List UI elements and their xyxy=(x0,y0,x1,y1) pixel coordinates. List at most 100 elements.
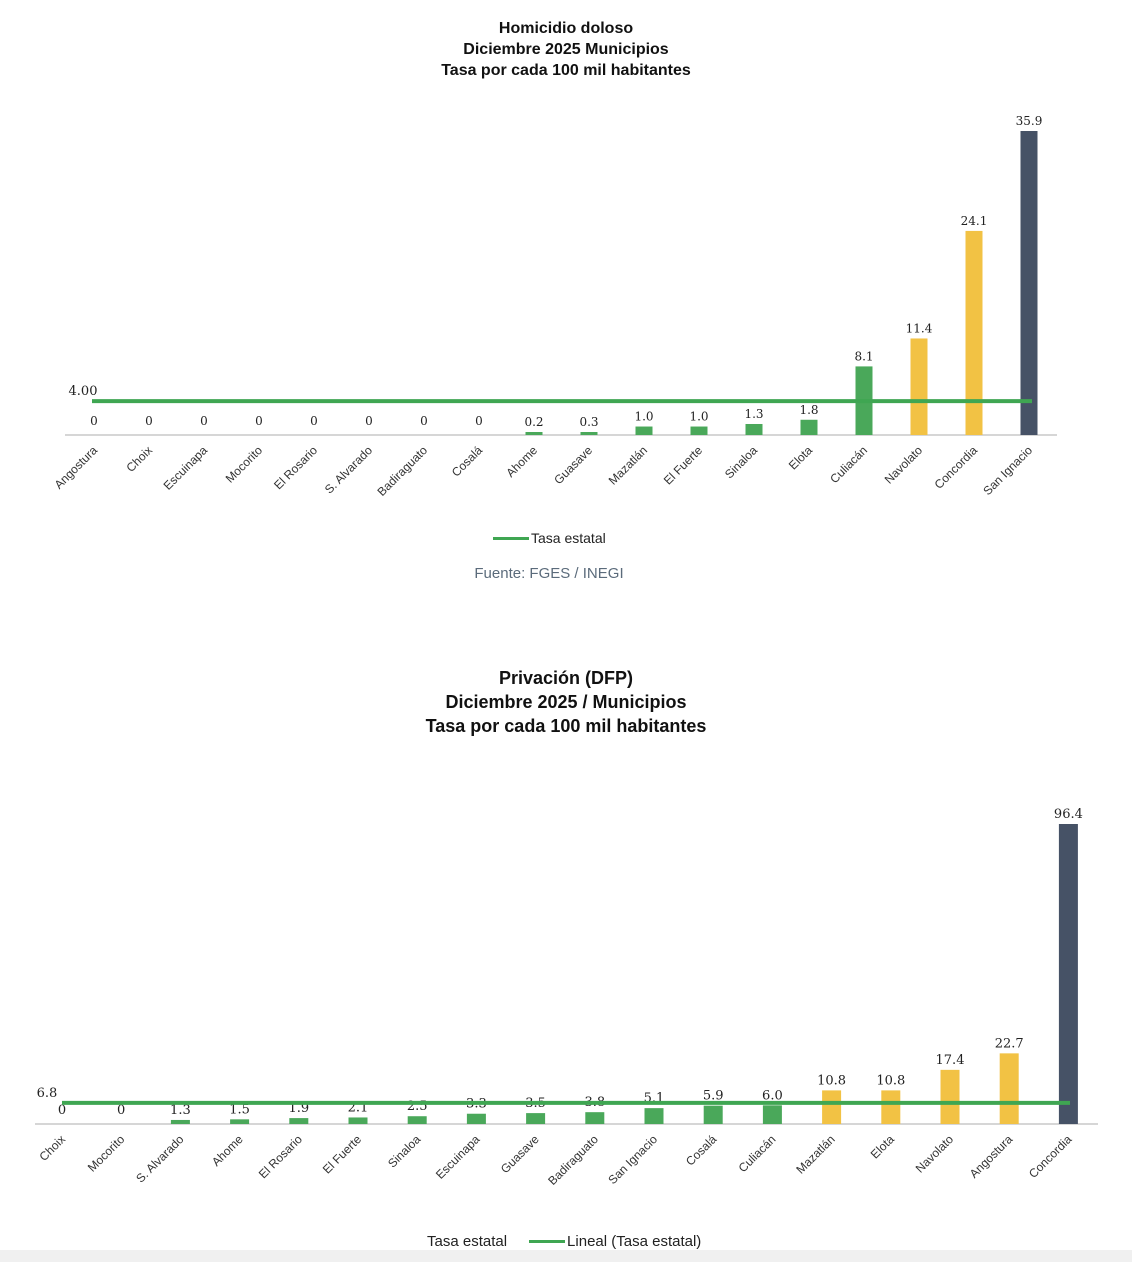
legend-line-swatch xyxy=(529,1240,566,1243)
chart1-title-line: Homicidio doloso xyxy=(498,20,634,37)
chart2-category-label: Culiacán xyxy=(736,1132,779,1175)
chart1-data-label: 1.3 xyxy=(744,407,763,421)
chart1-category-label: Concordia xyxy=(932,443,981,492)
chart2-category-label: San Ignacio xyxy=(605,1132,660,1187)
chart1-legend: Tasa estatal xyxy=(493,530,606,546)
chart2-bar xyxy=(348,1117,368,1124)
chart1-data-label: 0 xyxy=(145,414,153,428)
chart1-data-label: 0.2 xyxy=(524,415,543,429)
chart1-category-label: Elota xyxy=(786,443,815,472)
chart2-category-label: Guasave xyxy=(498,1132,542,1176)
chart2-bar xyxy=(822,1090,842,1124)
chart2-category-label: Cosalá xyxy=(683,1132,720,1169)
chart2-bar xyxy=(466,1113,486,1124)
chart2-category-label: Navolato xyxy=(913,1132,957,1176)
chart2-title: Privación (DFP) Diciembre 2025 / Municip… xyxy=(0,666,1132,738)
chart2-bar xyxy=(585,1112,605,1124)
chart2-bar xyxy=(289,1118,309,1124)
chart1-category-label: Guasave xyxy=(551,443,595,487)
chart2-category-label: Mocorito xyxy=(85,1132,128,1175)
chart1-category-label: Navolato xyxy=(882,443,926,487)
chart1-data-label: 1.0 xyxy=(634,410,653,424)
chart1-data-label: 0 xyxy=(200,414,208,428)
chart1-bar xyxy=(745,423,763,435)
chart2-bar xyxy=(940,1069,960,1124)
chart1-bar xyxy=(1020,131,1038,435)
chart2-bar xyxy=(407,1116,427,1124)
chart1-category-label: Escuinapa xyxy=(161,443,211,493)
chart1-category-label: S. Alvarado xyxy=(322,443,376,497)
chart1-data-label: 35.9 xyxy=(1016,114,1043,128)
chart2-bar xyxy=(881,1090,901,1124)
chart1-source: Fuente: FGES / INEGI xyxy=(474,565,624,582)
legend-line-swatch xyxy=(493,536,529,540)
legend-label: Lineal (Tasa estatal) xyxy=(567,1233,702,1250)
chart2-bar xyxy=(999,1053,1019,1124)
chart2-data-label: 10.8 xyxy=(876,1073,905,1088)
chart2-bar xyxy=(526,1113,546,1124)
chart1-category-label: Mazatlán xyxy=(606,443,650,487)
chart1-data-label: 0 xyxy=(90,414,98,428)
chart2-bar xyxy=(170,1119,190,1124)
chart2-category-label: El Fuerte xyxy=(320,1132,365,1177)
chart2-bar xyxy=(644,1108,664,1124)
chart1-category-label: Cosalá xyxy=(449,443,486,480)
chart1-title-line: Diciembre 2025 Municipios xyxy=(463,41,669,58)
chart2-category-label: Angostura xyxy=(967,1132,1016,1181)
chart1-category-label: Sinaloa xyxy=(722,443,760,481)
chart2-title-line: Privación (DFP) xyxy=(498,668,634,688)
chart2-reference-label: 6.8 xyxy=(37,1086,58,1101)
chart1-bar xyxy=(965,230,983,435)
footer-strip xyxy=(0,1250,1132,1262)
chart1-data-label: 24.1 xyxy=(961,214,988,228)
chart1-category-label: Badiraguato xyxy=(374,443,430,499)
chart1-data-label: 1.8 xyxy=(799,403,818,417)
chart1-reference-label: 4.00 xyxy=(69,384,98,399)
chart1-title-line: Tasa por cada 100 mil habitantes xyxy=(441,62,691,79)
chart1-data-label: 8.1 xyxy=(854,349,873,363)
chart1-category-label: Choix xyxy=(124,443,156,475)
chart1-bar xyxy=(635,426,653,435)
chart1-bar xyxy=(580,432,598,435)
chart2-data-label: 10.8 xyxy=(817,1073,846,1088)
chart2-category-label: Badiraguato xyxy=(545,1132,601,1188)
chart1-category-label: San Ignacio xyxy=(980,443,1035,498)
chart2-data-label: 1.3 xyxy=(170,1103,191,1118)
chart2-category-label: Concordia xyxy=(1026,1132,1075,1181)
chart2-data-label: 0 xyxy=(58,1103,66,1118)
chart2-category-label: Escuinapa xyxy=(433,1132,483,1182)
chart2-bar xyxy=(762,1105,782,1124)
chart1-bar xyxy=(525,432,543,435)
chart2-bar xyxy=(230,1119,250,1124)
chart2-title-line: Diciembre 2025 / Municipios xyxy=(445,692,687,712)
chart2-data-label: 96.4 xyxy=(1054,807,1083,822)
chart1-data-label: 0 xyxy=(255,414,263,428)
chart1-data-label: 0 xyxy=(310,414,318,428)
chart2-data-label: 0 xyxy=(117,1103,125,1118)
chart2-category-label: El Rosario xyxy=(256,1132,305,1181)
chart1-data-label: 0 xyxy=(365,414,373,428)
chart2-title-line: Tasa por cada 100 mil habitantes xyxy=(425,716,707,736)
chart1-category-label: El Rosario xyxy=(271,443,320,492)
chart1-category-label: Ahome xyxy=(503,443,540,480)
chart2-category-label: Choix xyxy=(37,1132,69,1164)
chart1-category-label: Mocorito xyxy=(223,443,266,486)
chart1-data-label: 11.4 xyxy=(906,321,933,335)
chart1-category-label: El Fuerte xyxy=(661,443,706,488)
chart2-bar xyxy=(1058,824,1078,1124)
chart2-bar xyxy=(703,1105,723,1124)
chart2-category-label: S. Alvarado xyxy=(133,1132,187,1186)
chart1-data-label: 1.0 xyxy=(689,410,708,424)
chart2-category-label: Elota xyxy=(868,1132,897,1161)
chart2-legend: Tasa estatal Lineal (Tasa estatal) xyxy=(427,1233,701,1250)
chart2-category-label: Sinaloa xyxy=(385,1132,423,1170)
chart1-category-label: Culiacán xyxy=(827,443,870,486)
chart1-data-label: 0 xyxy=(420,414,428,428)
chart2-data-label: 6.0 xyxy=(762,1088,783,1103)
chart1-data-label: 0.3 xyxy=(579,415,598,429)
chart2-data-label: 1.5 xyxy=(229,1102,250,1117)
chart2-data-label: 5.9 xyxy=(703,1089,724,1104)
chart1-bar xyxy=(800,419,818,435)
